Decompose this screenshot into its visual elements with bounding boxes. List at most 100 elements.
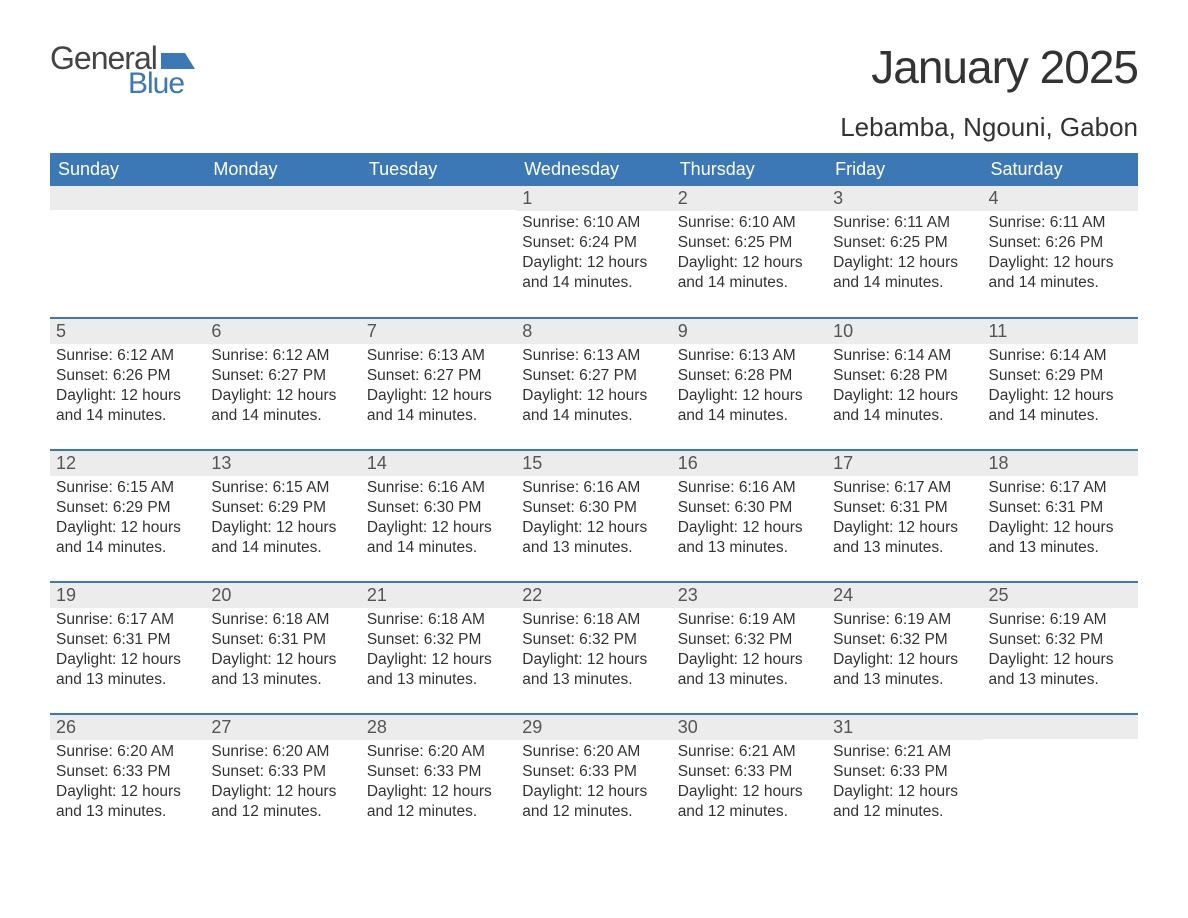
sunrise-text: Sunrise: 6:19 AM [833,610,976,630]
day-content: Sunrise: 6:18 AMSunset: 6:31 PMDaylight:… [205,608,360,693]
day-number: 8 [516,319,671,344]
sunset-text: Sunset: 6:27 PM [367,366,510,386]
day-content: Sunrise: 6:15 AMSunset: 6:29 PMDaylight:… [205,476,360,561]
day-content: Sunrise: 6:13 AMSunset: 6:27 PMDaylight:… [361,344,516,429]
day-content: Sunrise: 6:20 AMSunset: 6:33 PMDaylight:… [361,740,516,825]
sunset-text: Sunset: 6:31 PM [211,630,354,650]
sunrise-text: Sunrise: 6:11 AM [989,213,1132,233]
daylight-text: Daylight: 12 hours and 12 minutes. [522,782,665,822]
sunset-text: Sunset: 6:29 PM [56,498,199,518]
day-number: 20 [205,583,360,608]
day-number: 4 [983,186,1138,211]
daylight-text: Daylight: 12 hours and 14 minutes. [56,518,199,558]
day-number: 17 [827,451,982,476]
sunset-text: Sunset: 6:28 PM [678,366,821,386]
calendar-cell: 14Sunrise: 6:16 AMSunset: 6:30 PMDayligh… [361,450,516,582]
sunrise-text: Sunrise: 6:15 AM [211,478,354,498]
daylight-text: Daylight: 12 hours and 13 minutes. [211,650,354,690]
sunrise-text: Sunrise: 6:19 AM [678,610,821,630]
calendar-cell: 30Sunrise: 6:21 AMSunset: 6:33 PMDayligh… [672,714,827,846]
day-content: Sunrise: 6:14 AMSunset: 6:29 PMDaylight:… [983,344,1138,429]
daylight-text: Daylight: 12 hours and 12 minutes. [833,782,976,822]
day-number: 22 [516,583,671,608]
col-sunday: Sunday [50,153,205,186]
calendar-cell [361,186,516,318]
day-content: Sunrise: 6:17 AMSunset: 6:31 PMDaylight:… [827,476,982,561]
calendar-week: 12Sunrise: 6:15 AMSunset: 6:29 PMDayligh… [50,450,1138,582]
daylight-text: Daylight: 12 hours and 14 minutes. [678,253,821,293]
col-wednesday: Wednesday [516,153,671,186]
calendar-table: Sunday Monday Tuesday Wednesday Thursday… [50,153,1138,846]
calendar-cell: 22Sunrise: 6:18 AMSunset: 6:32 PMDayligh… [516,582,671,714]
day-number-empty [50,186,205,210]
sunrise-text: Sunrise: 6:20 AM [56,742,199,762]
daylight-text: Daylight: 12 hours and 14 minutes. [522,386,665,426]
sunset-text: Sunset: 6:28 PM [833,366,976,386]
daylight-text: Daylight: 12 hours and 14 minutes. [367,386,510,426]
logo: General Blue [50,40,195,101]
daylight-text: Daylight: 12 hours and 14 minutes. [833,253,976,293]
sunset-text: Sunset: 6:33 PM [56,762,199,782]
daylight-text: Daylight: 12 hours and 13 minutes. [833,650,976,690]
day-content: Sunrise: 6:18 AMSunset: 6:32 PMDaylight:… [361,608,516,693]
day-number: 1 [516,186,671,211]
day-number: 16 [672,451,827,476]
daylight-text: Daylight: 12 hours and 14 minutes. [56,386,199,426]
sunset-text: Sunset: 6:32 PM [989,630,1132,650]
calendar-cell: 17Sunrise: 6:17 AMSunset: 6:31 PMDayligh… [827,450,982,582]
day-content: Sunrise: 6:17 AMSunset: 6:31 PMDaylight:… [983,476,1138,561]
sunrise-text: Sunrise: 6:13 AM [522,346,665,366]
daylight-text: Daylight: 12 hours and 13 minutes. [56,782,199,822]
day-number: 14 [361,451,516,476]
col-monday: Monday [205,153,360,186]
sunrise-text: Sunrise: 6:19 AM [989,610,1132,630]
day-number: 29 [516,715,671,740]
day-number: 7 [361,319,516,344]
daylight-text: Daylight: 12 hours and 12 minutes. [367,782,510,822]
sunset-text: Sunset: 6:29 PM [989,366,1132,386]
title-block: January 2025 Lebamba, Ngouni, Gabon [840,40,1138,143]
calendar-header-row: Sunday Monday Tuesday Wednesday Thursday… [50,153,1138,186]
sunset-text: Sunset: 6:29 PM [211,498,354,518]
sunset-text: Sunset: 6:32 PM [367,630,510,650]
sunset-text: Sunset: 6:30 PM [522,498,665,518]
sunrise-text: Sunrise: 6:20 AM [211,742,354,762]
sunset-text: Sunset: 6:30 PM [678,498,821,518]
day-content: Sunrise: 6:19 AMSunset: 6:32 PMDaylight:… [827,608,982,693]
daylight-text: Daylight: 12 hours and 13 minutes. [367,650,510,690]
daylight-text: Daylight: 12 hours and 14 minutes. [522,253,665,293]
sunset-text: Sunset: 6:33 PM [367,762,510,782]
sunset-text: Sunset: 6:31 PM [56,630,199,650]
sunset-text: Sunset: 6:33 PM [678,762,821,782]
calendar-cell: 12Sunrise: 6:15 AMSunset: 6:29 PMDayligh… [50,450,205,582]
sunrise-text: Sunrise: 6:18 AM [522,610,665,630]
sunrise-text: Sunrise: 6:13 AM [367,346,510,366]
logo-text-bottom: Blue [128,67,195,101]
daylight-text: Daylight: 12 hours and 14 minutes. [211,386,354,426]
sunrise-text: Sunrise: 6:11 AM [833,213,976,233]
calendar-cell: 15Sunrise: 6:16 AMSunset: 6:30 PMDayligh… [516,450,671,582]
calendar-week: 26Sunrise: 6:20 AMSunset: 6:33 PMDayligh… [50,714,1138,846]
sunrise-text: Sunrise: 6:18 AM [211,610,354,630]
day-content: Sunrise: 6:21 AMSunset: 6:33 PMDaylight:… [827,740,982,825]
calendar-cell: 16Sunrise: 6:16 AMSunset: 6:30 PMDayligh… [672,450,827,582]
day-number: 2 [672,186,827,211]
day-number-empty [205,186,360,210]
day-content: Sunrise: 6:18 AMSunset: 6:32 PMDaylight:… [516,608,671,693]
calendar-cell: 21Sunrise: 6:18 AMSunset: 6:32 PMDayligh… [361,582,516,714]
col-friday: Friday [827,153,982,186]
day-number: 31 [827,715,982,740]
calendar-cell: 29Sunrise: 6:20 AMSunset: 6:33 PMDayligh… [516,714,671,846]
day-number: 23 [672,583,827,608]
page-title: January 2025 [840,40,1138,94]
sunset-text: Sunset: 6:30 PM [367,498,510,518]
day-content: Sunrise: 6:12 AMSunset: 6:26 PMDaylight:… [50,344,205,429]
sunrise-text: Sunrise: 6:14 AM [833,346,976,366]
day-number: 6 [205,319,360,344]
day-number: 19 [50,583,205,608]
sunset-text: Sunset: 6:26 PM [56,366,199,386]
sunset-text: Sunset: 6:27 PM [522,366,665,386]
sunrise-text: Sunrise: 6:12 AM [211,346,354,366]
col-saturday: Saturday [983,153,1138,186]
calendar-cell: 25Sunrise: 6:19 AMSunset: 6:32 PMDayligh… [983,582,1138,714]
